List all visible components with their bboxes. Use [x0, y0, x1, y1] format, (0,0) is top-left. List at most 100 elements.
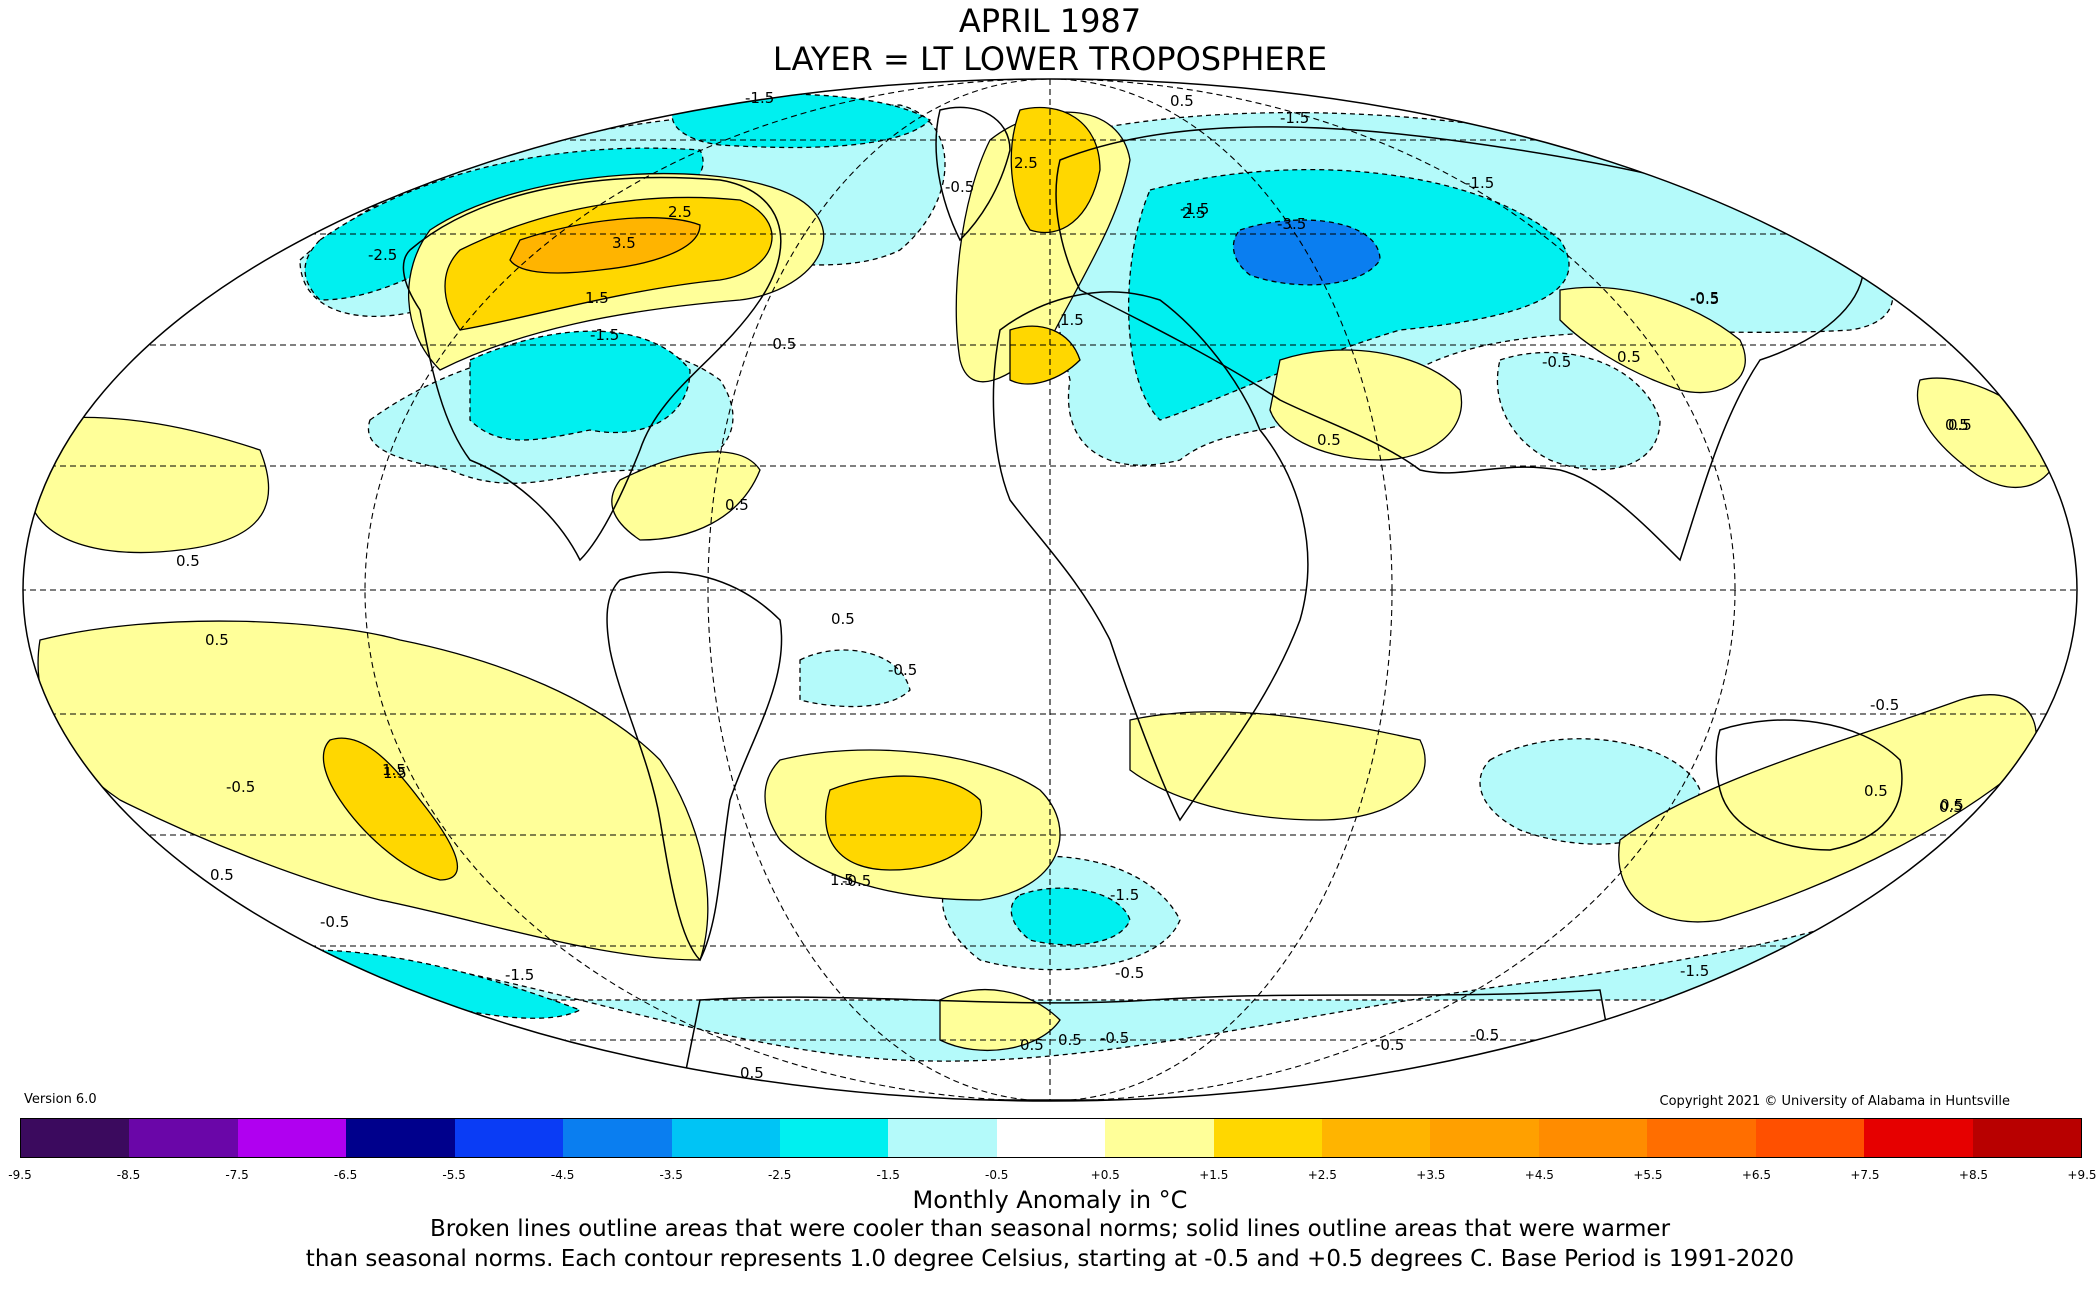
colorbar-swatch	[996, 1119, 1106, 1157]
continent-greenland	[935, 106, 1011, 242]
colorbar-swatch	[1864, 1119, 1973, 1157]
colorbar-tick-label: -2.5	[767, 1168, 792, 1182]
caption-line-2: than seasonal norms. Each contour repres…	[305, 1246, 1795, 1272]
continent-australia	[1715, 719, 1903, 851]
warm-zone-caribbean	[611, 451, 761, 541]
cool-zone-south-asia	[1496, 351, 1661, 471]
colorbar-swatch	[1322, 1119, 1431, 1157]
continent-eurasia	[1055, 126, 1865, 562]
colorbar-tick-label: +1.5	[1199, 1168, 1229, 1182]
colorbar-tick-label: -9.5	[8, 1168, 32, 1182]
colorbar-tick-label: -1.5	[876, 1168, 900, 1182]
contour-label: -1.5	[1680, 962, 1709, 980]
colorbar-tick-label: +0.5	[1090, 1168, 1120, 1182]
colorbar-tick-label: +9.5	[2067, 1168, 2097, 1182]
colorbar-tick-label: -4.5	[550, 1168, 575, 1182]
contour-label: -0.5	[320, 913, 349, 931]
contour-label: 0.5	[1948, 416, 1972, 434]
colorbar-tick-label: +6.5	[1741, 1168, 1771, 1182]
colorbar-tick-label: +5.5	[1633, 1168, 1663, 1182]
contour-label: 2.5	[1014, 154, 1038, 172]
map-title: APRIL 1987	[958, 2, 1142, 40]
hot-zone-scandinavia	[1010, 106, 1101, 234]
contour-label: 2.5	[668, 203, 692, 221]
colorbar-swatch	[671, 1119, 780, 1157]
contour-label: -1.5	[505, 966, 534, 984]
contour-label: 0.5	[1317, 431, 1341, 449]
contour-label: 1.5	[382, 761, 406, 779]
warm-zone-middle-east	[1269, 349, 1463, 461]
contour-label: -0.5	[226, 778, 255, 796]
colorbar-swatch	[129, 1119, 238, 1157]
contour-label: -0.5	[1690, 290, 1719, 308]
colorbar-swatch	[1105, 1119, 1214, 1157]
contour-label: 0.5	[1617, 348, 1641, 366]
contour-label: -3.5	[1277, 215, 1306, 233]
colorbar-tick-label: -0.5	[985, 1168, 1009, 1182]
colorbar-tick-label: -3.5	[659, 1168, 683, 1182]
contour-label: 0.5	[740, 1064, 764, 1082]
contour-label: -0.5	[1375, 1036, 1404, 1054]
contour-label: -1.5	[745, 89, 774, 107]
colorbar-swatch	[237, 1119, 347, 1157]
contour-label: -1.5	[590, 326, 619, 344]
contour-label: 0.5	[1939, 798, 1963, 816]
contour-label: 0.5	[725, 496, 749, 514]
hot-zone-south-atlantic	[825, 775, 983, 871]
continent-north-america	[402, 176, 782, 562]
colorbar	[20, 1118, 2082, 1158]
colorbar-swatch	[1647, 1119, 1756, 1157]
colorbar-swatch	[1755, 1119, 1865, 1157]
colorbar-unit-label: Monthly Anomaly in °C	[912, 1186, 1188, 1214]
colorbar-swatch	[1538, 1119, 1648, 1157]
continent-antarctica	[679, 989, 1621, 1101]
colorbar-tick-label: -5.5	[442, 1168, 466, 1182]
warm-zone-antarctic-peninsula	[939, 988, 1061, 1052]
colorbar-swatch	[563, 1119, 672, 1157]
map-subtitle: LAYER = LT LOWER TROPOSPHERE	[772, 40, 1328, 78]
contour-label: 3.5	[612, 234, 636, 252]
contour-label: -0.5	[1870, 696, 1899, 714]
colorbar-tick-label: +3.5	[1416, 1168, 1446, 1182]
continent-south-america	[606, 571, 783, 962]
colorbar-tick-label: +8.5	[1958, 1168, 1989, 1182]
contour-label: 1.5	[383, 764, 407, 782]
colorbar-swatch	[779, 1119, 889, 1157]
contour-label: 0.5	[1940, 796, 1964, 814]
contour-label: -1.5	[1465, 174, 1494, 192]
globe-outline	[22, 78, 2078, 1102]
contour-label: -0.5	[945, 178, 974, 196]
contour-label: -0.5	[888, 661, 917, 679]
version-label: Version 6.0	[24, 1092, 97, 1107]
anomaly-map: -1.5 0.5 -1.5 2.5 3.5 1.5 2.5 -0.5 1.5 -…	[22, 78, 2078, 1102]
warm-zone-central-pacific	[29, 416, 270, 554]
contour-label: 1.5	[1060, 311, 1084, 329]
contour-label: -1.5	[1280, 109, 1309, 127]
cold-zone-us	[469, 330, 691, 441]
warm-zone-east-pacific	[1916, 377, 2061, 489]
contour-label: -0.5	[842, 872, 871, 890]
cold-zone-southern-ocean	[1010, 887, 1131, 946]
contour-label: -2.5	[368, 246, 397, 264]
colorbar-swatch	[1972, 1119, 2082, 1157]
colorbar-tick-label: -6.5	[333, 1168, 358, 1182]
contour-label: -1.5	[1180, 200, 1209, 218]
colorbar-swatch	[454, 1119, 564, 1157]
contour-label: -0.5	[1100, 1029, 1129, 1047]
colorbar-swatch	[346, 1119, 455, 1157]
contour-label: -1.5	[1110, 886, 1139, 904]
contour-label: -0.5	[767, 335, 796, 353]
contour-label: 0.5	[1945, 416, 1969, 434]
warm-zone-south-asia	[1559, 286, 1746, 394]
contour-label: 1.5	[585, 289, 609, 307]
hot-zone-south-pacific	[322, 737, 459, 881]
colorbar-tick-label: -7.5	[225, 1168, 249, 1182]
colorbar-swatch	[1430, 1119, 1539, 1157]
copyright-label: Copyright 2021 © University of Alabama i…	[1659, 1094, 2010, 1109]
colorbar-ticks: -9.5 -8.5 -7.5 -6.5 -5.5 -4.5 -3.5 -2.5 -1.5 -0.5…	[8, 1168, 2096, 1186]
contour-label: -0.5	[1690, 289, 1719, 307]
contour-label: -0.5	[1542, 353, 1571, 371]
contour-label: 0.5	[205, 631, 229, 649]
colorbar-tick-label: +4.5	[1524, 1168, 1554, 1182]
warm-zone-indian	[1129, 711, 1426, 821]
